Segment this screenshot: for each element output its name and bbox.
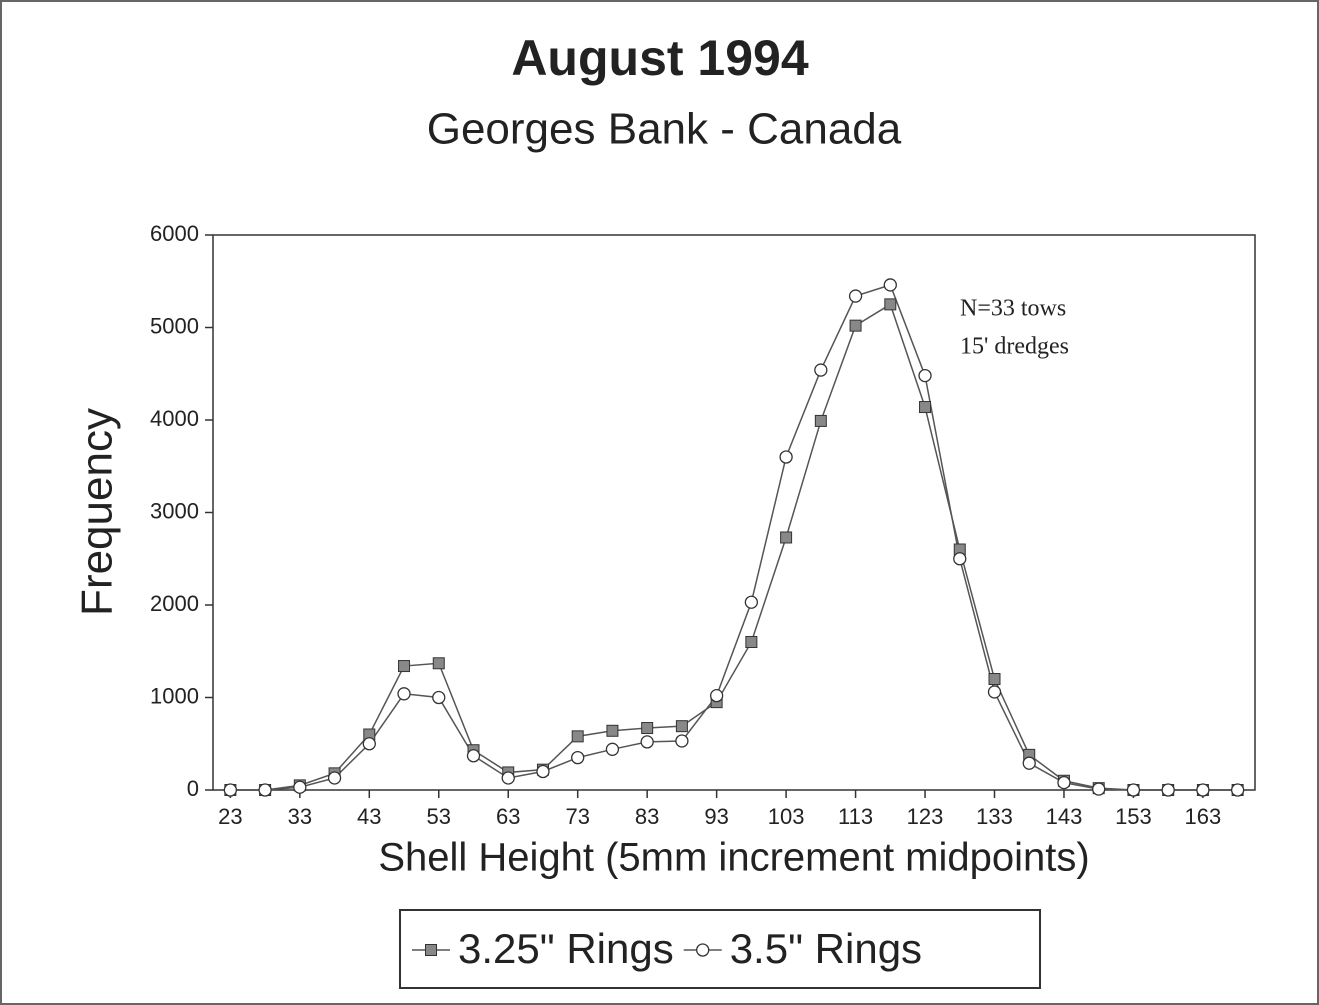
data-point bbox=[745, 636, 758, 648]
chart-subtitle: Georges Bank - Canada bbox=[427, 105, 902, 154]
y-tick-label: 6000 bbox=[150, 221, 199, 246]
data-point bbox=[571, 750, 585, 765]
data-point bbox=[1022, 756, 1036, 770]
data-point bbox=[849, 319, 862, 332]
data-point bbox=[397, 687, 411, 701]
y-tick-label: 4000 bbox=[150, 406, 199, 431]
data-point bbox=[536, 764, 550, 779]
data-point bbox=[918, 368, 932, 383]
data-point bbox=[362, 737, 376, 751]
legend-label: 3.25" Rings bbox=[458, 925, 674, 972]
legend bbox=[399, 909, 1041, 989]
y-tick-label: 5000 bbox=[150, 313, 199, 338]
series-line bbox=[230, 303, 1238, 791]
data-point bbox=[606, 724, 619, 737]
data-point bbox=[466, 749, 481, 763]
annotation: 15' dredges bbox=[960, 334, 1069, 360]
x-tick-label: 133 bbox=[976, 804, 1013, 829]
x-tick-label: 33 bbox=[288, 804, 312, 829]
x-tick-label: 93 bbox=[704, 804, 728, 829]
data-point bbox=[605, 742, 620, 756]
data-point bbox=[744, 595, 759, 609]
data-point bbox=[675, 720, 688, 733]
series-line bbox=[230, 284, 1238, 791]
data-point bbox=[641, 722, 654, 735]
data-point bbox=[223, 783, 238, 797]
x-tick-label: 113 bbox=[838, 804, 873, 829]
data-point bbox=[1196, 783, 1210, 797]
x-tick-label: 123 bbox=[907, 804, 944, 829]
x-tick-label: 23 bbox=[218, 804, 242, 829]
data-point bbox=[1126, 783, 1141, 797]
x-tick-label: 63 bbox=[496, 804, 520, 829]
data-point bbox=[1092, 782, 1106, 796]
data-point bbox=[293, 780, 307, 794]
y-tick-label: 0 bbox=[187, 776, 199, 801]
data-point bbox=[953, 552, 967, 566]
data-point bbox=[814, 414, 827, 427]
x-tick-label: 103 bbox=[768, 804, 805, 829]
data-point bbox=[987, 685, 1002, 699]
legend-marker bbox=[696, 943, 710, 957]
data-point bbox=[988, 673, 1001, 685]
data-point bbox=[432, 690, 446, 705]
x-tick-label: 73 bbox=[565, 804, 589, 829]
chart-title: August 1994 bbox=[511, 30, 809, 86]
data-point bbox=[919, 401, 932, 414]
data-point bbox=[640, 735, 654, 749]
data-point bbox=[258, 783, 272, 797]
data-point bbox=[814, 363, 828, 377]
data-point bbox=[398, 660, 411, 673]
data-point bbox=[501, 771, 515, 785]
y-tick-label: 1000 bbox=[150, 683, 199, 708]
data-point bbox=[1057, 775, 1071, 790]
annotation: N=33 tows bbox=[960, 296, 1066, 322]
data-point bbox=[848, 289, 863, 303]
data-point bbox=[884, 298, 897, 311]
x-tick-label: 53 bbox=[427, 804, 451, 829]
legend-marker bbox=[425, 944, 437, 956]
legend-label: 3.5" Rings bbox=[730, 925, 922, 972]
data-point bbox=[883, 278, 897, 292]
x-axis-label: Shell Height (5mm increment midpoints) bbox=[378, 836, 1089, 880]
data-point bbox=[432, 657, 445, 670]
data-point bbox=[780, 531, 793, 544]
plot-area bbox=[212, 234, 1256, 791]
data-point bbox=[327, 771, 342, 785]
data-point bbox=[571, 730, 584, 743]
x-tick-label: 143 bbox=[1046, 804, 1083, 829]
x-tick-label: 83 bbox=[635, 804, 659, 829]
x-tick-label: 43 bbox=[357, 804, 381, 829]
x-tick-label: 163 bbox=[1185, 804, 1222, 829]
data-point bbox=[1161, 783, 1175, 797]
data-point bbox=[675, 734, 689, 748]
x-tick-label: 153 bbox=[1115, 804, 1152, 829]
data-point bbox=[709, 689, 724, 703]
y-axis-label: Frequency bbox=[73, 408, 122, 616]
y-tick-label: 3000 bbox=[150, 498, 199, 523]
data-point bbox=[779, 450, 793, 464]
y-tick-label: 2000 bbox=[150, 591, 199, 616]
data-point bbox=[1230, 783, 1245, 797]
